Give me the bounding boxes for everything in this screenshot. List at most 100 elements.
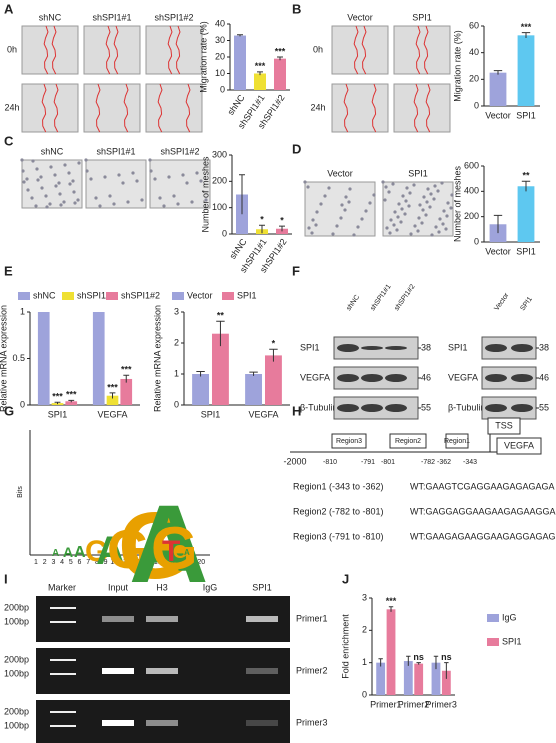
x-tick-label: Primer1 [370, 699, 402, 709]
y-tick-label: 20 [215, 51, 225, 61]
band [485, 404, 507, 412]
motif-letter: A [129, 483, 208, 606]
error-bar [493, 214, 503, 234]
y-tick-label: 0 [174, 399, 179, 409]
error-bar [521, 32, 531, 38]
y-tick-label: 0 [20, 399, 25, 409]
y-tick-label: 10 [215, 68, 225, 78]
cell [108, 194, 112, 198]
legend-swatch [18, 292, 30, 300]
gel-band [102, 668, 134, 674]
band [485, 374, 507, 382]
gel-band [246, 616, 278, 622]
cell [31, 159, 35, 163]
cell [347, 200, 351, 204]
cell [385, 226, 389, 230]
cell [440, 181, 444, 185]
column-label: shSPI1#2 [154, 12, 193, 22]
y-tick-label: 100 [212, 202, 227, 212]
wound-edge [123, 83, 129, 133]
cell [181, 173, 185, 177]
position-label: 5 [69, 559, 73, 566]
significance-label: *** [107, 382, 118, 392]
cell [73, 201, 77, 205]
micrograph [382, 181, 454, 237]
cell [21, 169, 25, 173]
column-label: shSPI1#1 [92, 12, 131, 22]
wound-edge [353, 25, 359, 75]
cell [190, 200, 194, 204]
cell [103, 175, 107, 179]
cell [416, 229, 420, 233]
bar [274, 58, 286, 90]
micrograph [85, 159, 147, 209]
cell [436, 189, 440, 193]
motif-letter: G [118, 493, 192, 599]
cell [158, 196, 162, 200]
cell [449, 206, 453, 210]
cell [335, 224, 339, 228]
cell [62, 200, 66, 204]
lane-label: H3 [156, 582, 168, 592]
cell [426, 187, 430, 191]
size-label: 46 [539, 372, 549, 382]
cell [407, 204, 411, 208]
cell [167, 175, 171, 179]
wound-edge [95, 83, 101, 133]
y-tick-label: 0.5 [12, 353, 25, 363]
tss-box [487, 417, 521, 435]
significance-label: *** [521, 22, 532, 32]
significance-label: ns [441, 652, 452, 662]
cell [348, 187, 352, 191]
error-bar [269, 348, 278, 362]
cell [162, 204, 166, 208]
cell [176, 202, 180, 206]
legend-swatch [222, 292, 234, 300]
region-detail: Region3 (-791 to -810) [293, 531, 384, 541]
tss-label: TSS [495, 420, 513, 430]
wound-edge [53, 83, 59, 133]
y-axis-label: Relative mRNA expression [0, 305, 8, 412]
cell [400, 207, 404, 211]
cell [421, 208, 425, 212]
significance-label: *** [275, 46, 286, 56]
cell [417, 216, 421, 220]
y-tick-label: 0 [474, 236, 479, 246]
gel-band [146, 616, 178, 622]
cell [424, 213, 428, 217]
cell [364, 209, 368, 213]
micrograph [149, 159, 211, 209]
y-tick-label: 0 [362, 689, 367, 699]
region-label: Region3 [336, 438, 362, 445]
bar [65, 401, 78, 405]
cell [327, 186, 331, 190]
protein-label: β-Tubulin [300, 402, 337, 412]
sequence: WT:GAGGAGGAAGAAGAGAAGGA [410, 506, 556, 516]
sequence: WT:GAAGTCGAGGAAGAGAGAGA [410, 481, 555, 491]
micrograph [83, 83, 141, 133]
y-axis-label: Number of meshes [200, 156, 210, 233]
cell [72, 190, 76, 194]
cell [44, 194, 48, 198]
motif-letter: A [96, 529, 125, 573]
cell [63, 163, 67, 167]
legend-swatch [62, 292, 74, 300]
position-label: 1 [34, 559, 38, 566]
cell [315, 210, 319, 214]
y-axis-label: Relative mRNA expression [152, 305, 162, 412]
cell [331, 232, 335, 236]
cell [77, 161, 81, 165]
significance-label: *** [386, 596, 397, 606]
cell [121, 181, 125, 185]
cell [53, 173, 57, 177]
x-tick-label: Primer3 [425, 699, 457, 709]
row-label: 24h [310, 102, 325, 112]
cell [310, 231, 314, 235]
position-label: 9 [104, 559, 108, 566]
bar [264, 355, 282, 405]
panel-letter: E [4, 263, 13, 278]
cell [71, 179, 75, 183]
cell [412, 183, 416, 187]
